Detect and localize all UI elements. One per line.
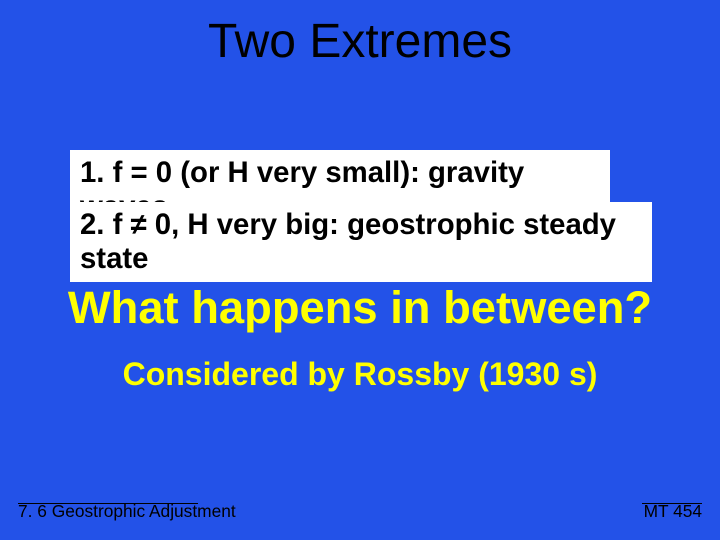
footer-right: MT 454 bbox=[644, 501, 702, 522]
slide: Two Extremes 1. f = 0 (or H very small):… bbox=[0, 0, 720, 540]
bullet-box-2: 2. f ≠ 0, H very big: geostrophic steady… bbox=[70, 202, 652, 282]
slide-title: Two Extremes bbox=[0, 14, 720, 69]
question-line: What happens in between? bbox=[0, 282, 720, 334]
subline: Considered by Rossby (1930 s) bbox=[0, 356, 720, 393]
footer-left: 7. 6 Geostrophic Adjustment bbox=[18, 501, 236, 522]
